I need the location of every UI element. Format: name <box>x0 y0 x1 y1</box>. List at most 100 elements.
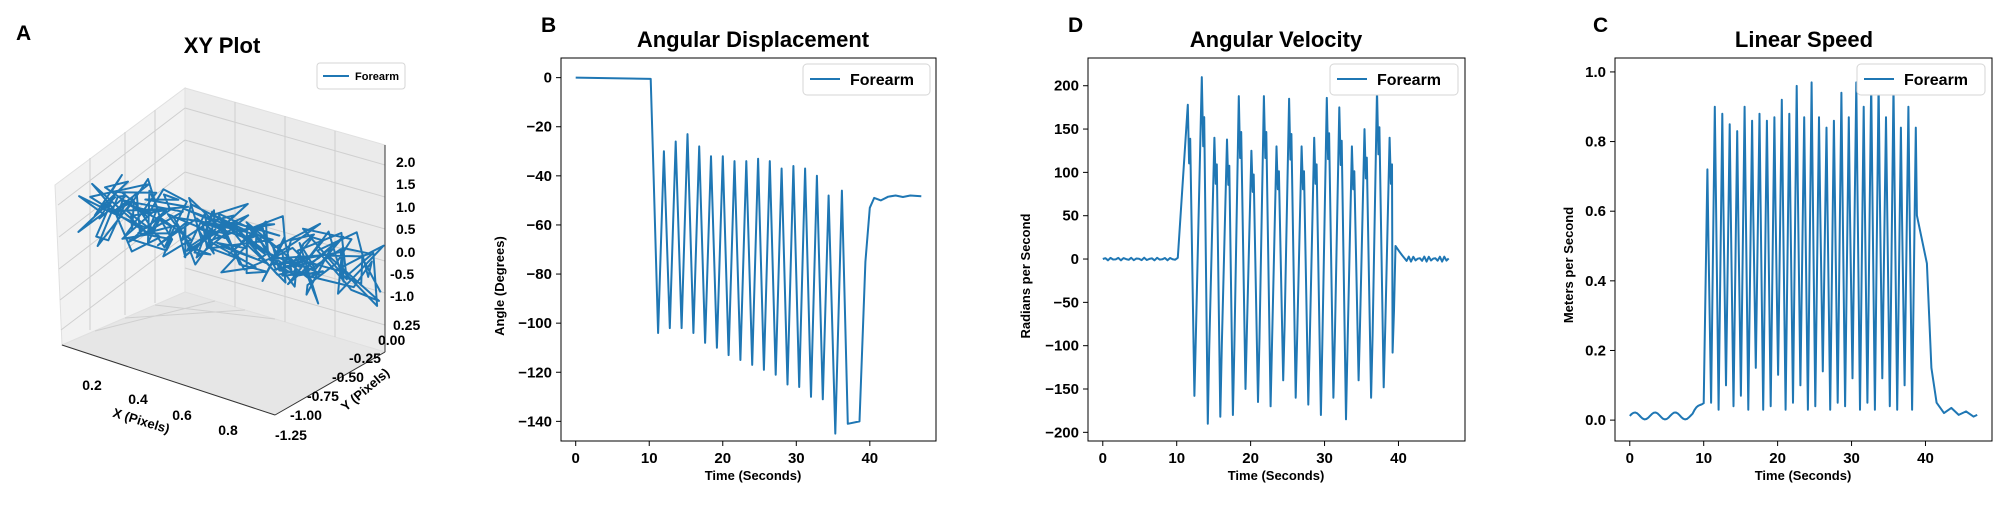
y-tick-label: -0.50 <box>332 369 364 385</box>
y-tick-label: −200 <box>1045 424 1079 441</box>
z-tick-label: 2.0 <box>396 154 416 170</box>
x-axis-line <box>61 344 276 416</box>
legend-label: Forearm <box>1904 72 1968 89</box>
panel-letter: C <box>1593 14 1608 37</box>
y-tick-label: 0.4 <box>1585 273 1607 290</box>
x-tick-label: 0.8 <box>218 422 238 438</box>
y-tick-label: 0.2 <box>1585 342 1606 359</box>
y-axis-label: Radians per Second <box>1018 213 1033 338</box>
legend-box <box>802 63 931 96</box>
ticks: 0 10 20 30 40 0.0 0.2 0.4 0.6 0.8 1.0 <box>1585 64 1934 467</box>
y-tick-label: 0.6 <box>1585 203 1606 220</box>
x-tick-label: 10 <box>1695 450 1712 467</box>
z-tick-label: -0.5 <box>390 266 414 282</box>
x-ticks: 0.2 0.4 0.6 0.8 <box>82 377 238 438</box>
gridline <box>58 171 186 270</box>
series-line-forearm <box>1102 76 1450 425</box>
y-tick-label: 200 <box>1054 78 1079 95</box>
x-tick-label: 40 <box>1390 450 1407 467</box>
x-tick-label: 10 <box>641 450 658 467</box>
x-axis-label: Time (Seconds) <box>705 468 802 483</box>
y-tick-label: 0 <box>1071 251 1079 268</box>
x-axis-label: Time (Seconds) <box>1755 468 1852 483</box>
y-tick-label: 100 <box>1054 164 1079 181</box>
panel-letter: B <box>541 14 556 37</box>
panel-letter: A <box>16 22 31 45</box>
legend: Forearm <box>1856 63 1986 96</box>
y-tick-label: −80 <box>527 266 552 283</box>
y-tick-label: −50 <box>1054 294 1079 311</box>
plot-frame <box>1614 57 1993 442</box>
x-tick-label: 0 <box>1099 450 1107 467</box>
y-axis-label: Meters per Second <box>1561 207 1576 323</box>
z-tick-label: 0.5 <box>396 221 416 237</box>
legend-label: Forearm <box>355 71 399 83</box>
z-tick-label: 1.0 <box>396 199 416 215</box>
x-tick-label: 0.4 <box>128 391 148 407</box>
y-tick-label: -1.25 <box>275 427 307 443</box>
ticks: 0 10 20 30 40 0 −20 −40 −60 −80 −100 −120 −140 <box>518 70 878 467</box>
legend-label: Forearm <box>1377 72 1441 89</box>
x-tick-label: 0.2 <box>82 377 102 393</box>
x-tick-label: 0 <box>1626 450 1634 467</box>
y-tick-label: 0 <box>544 70 552 87</box>
x-tick-label: 30 <box>1843 450 1860 467</box>
series-line-forearm <box>575 76 922 435</box>
panel-d: D Angular Velocity Radians per Second Ti… <box>1018 14 1466 483</box>
y-tick-label: −60 <box>527 217 552 234</box>
chart-title: Angular Velocity <box>1190 27 1363 52</box>
x-axis-label: X (Pixels) <box>111 405 171 436</box>
y-tick-label: 50 <box>1062 208 1079 225</box>
y-tick-label: -0.25 <box>349 350 381 366</box>
y-tick-label: -1.00 <box>290 407 322 423</box>
gridline <box>57 107 186 206</box>
legend: Forearm <box>802 63 931 96</box>
x-tick-label: 0.6 <box>172 407 192 423</box>
z-tick-label: -1.0 <box>390 288 414 304</box>
y-tick-label: −40 <box>527 168 552 185</box>
y-tick-label: −20 <box>527 119 552 136</box>
panel-b: B Angular Displacement Angle (Degrees) T… <box>492 14 937 483</box>
x-tick-label: 20 <box>1242 450 1259 467</box>
y-tick-label: −100 <box>518 315 552 332</box>
trajectory-3d <box>77 174 385 307</box>
ticks: 0 10 20 30 40 200 150 100 50 0 −50 −100 −150 −200 <box>1045 78 1407 467</box>
x-tick-label: 10 <box>1168 450 1185 467</box>
y-tick-label: 0.00 <box>378 332 405 348</box>
x-tick-label: 40 <box>1917 450 1934 467</box>
y-axis-label: Angle (Degrees) <box>492 236 507 336</box>
legend-box <box>1329 63 1459 96</box>
gridline <box>154 304 276 320</box>
legend-box <box>316 62 406 90</box>
y-tick-label: 150 <box>1054 121 1079 138</box>
legend: Forearm <box>1329 63 1459 96</box>
z-tick-label: 1.5 <box>396 176 416 192</box>
x-tick-label: 40 <box>861 450 878 467</box>
x-tick-label: 0 <box>572 450 580 467</box>
panel-c: C Linear Speed Meters per Second Time (S… <box>1561 14 1993 483</box>
y-tick-label: 1.0 <box>1585 64 1606 81</box>
z-tick-label: 0.0 <box>396 244 416 260</box>
legend-box <box>1856 63 1986 96</box>
x-tick-label: 20 <box>1769 450 1786 467</box>
chart-title: Angular Displacement <box>637 27 870 52</box>
panel-a: A XY Plot <box>16 22 420 443</box>
plot-frame <box>1087 57 1466 442</box>
y-tick-label: −100 <box>1045 338 1079 355</box>
chart-title: XY Plot <box>184 33 261 58</box>
x-tick-label: 20 <box>714 450 731 467</box>
y-tick-label: 0.0 <box>1585 412 1606 429</box>
y-ticks: 0.25 0.00 -0.25 -0.50 -0.75 -1.00 -1.25 <box>275 317 420 443</box>
panel-letter: D <box>1068 14 1083 37</box>
legend: Forearm <box>316 62 406 90</box>
y-tick-label: 0.8 <box>1585 134 1606 151</box>
gridline <box>124 309 246 319</box>
y-axis-line <box>274 351 386 416</box>
series-line-forearm <box>1629 81 1978 421</box>
legend-label: Forearm <box>850 72 914 89</box>
chart-title: Linear Speed <box>1735 27 1873 52</box>
x-tick-label: 30 <box>788 450 805 467</box>
y-tick-label: −120 <box>518 364 552 381</box>
